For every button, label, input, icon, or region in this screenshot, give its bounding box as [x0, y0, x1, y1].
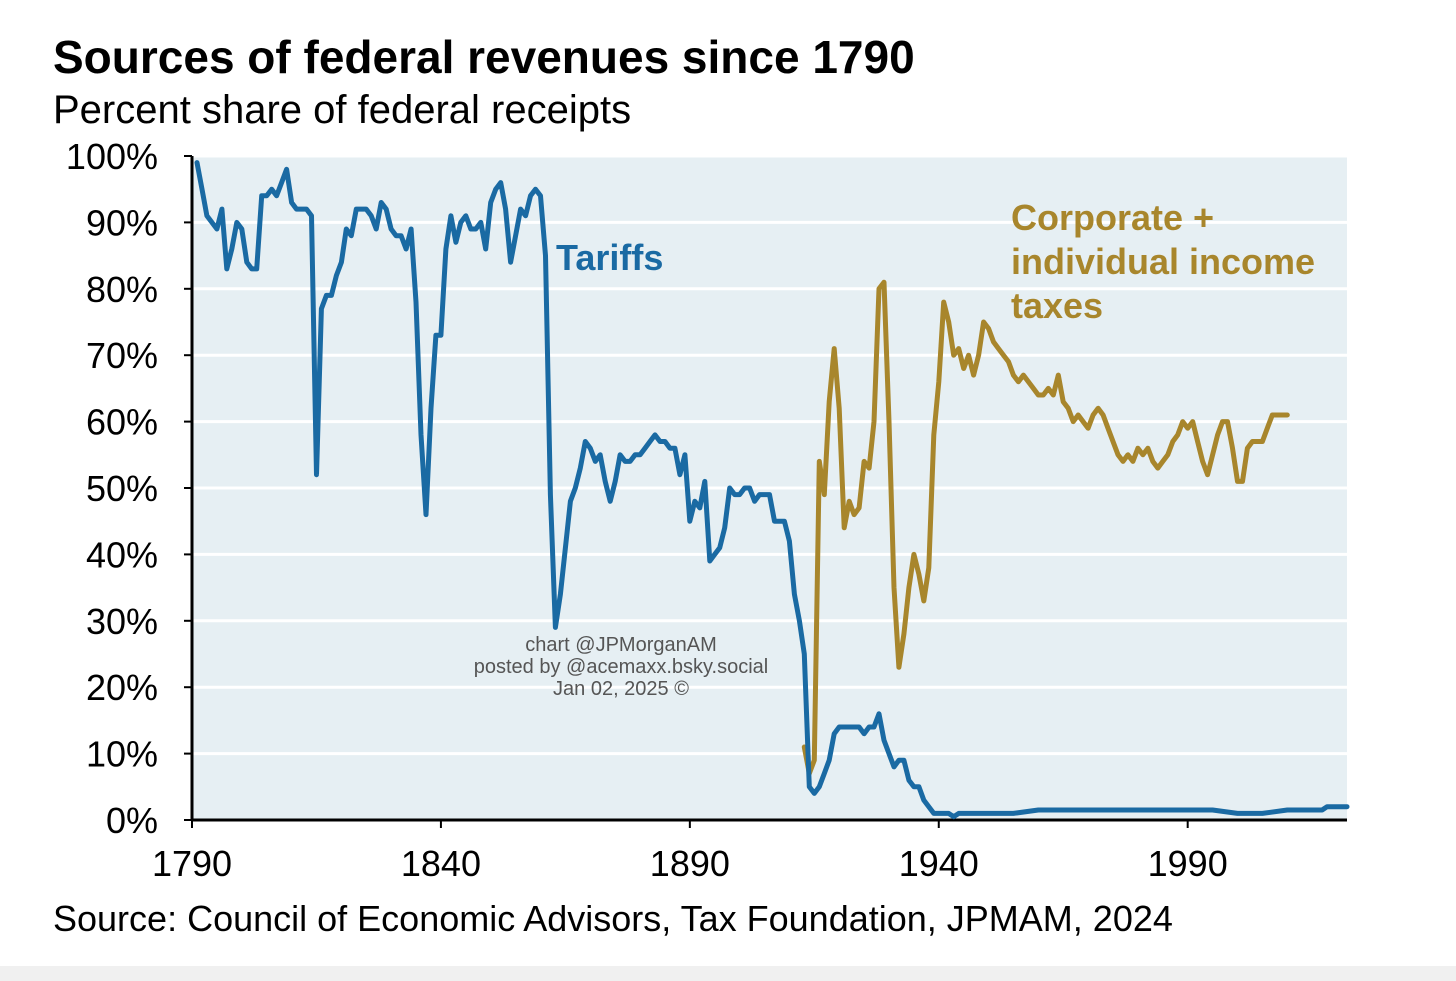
y-tick-label: 20%: [86, 667, 158, 708]
bottom-border: [0, 966, 1456, 981]
tariffs-series-line: [194, 160, 1350, 820]
watermark: chart @JPMorganAM posted by @acemaxx.bsk…: [474, 634, 769, 700]
x-tick-label: 1890: [650, 843, 730, 884]
watermark-line-3: Jan 02, 2025 ©: [553, 678, 689, 700]
x-tick-label: 1990: [1148, 843, 1228, 884]
y-tick-label: 100%: [66, 136, 158, 177]
income-taxes-series-label: Corporate +: [1011, 197, 1214, 238]
x-axis-tick-labels: 1790 1840 1890 1940 1990: [152, 843, 1228, 884]
y-tick-label: 10%: [86, 734, 158, 775]
y-tick-label: 70%: [86, 335, 158, 376]
series-lines: [194, 160, 1350, 820]
y-tick-label: 60%: [86, 402, 158, 443]
y-tick-label: 90%: [86, 202, 158, 243]
x-tick-label: 1840: [401, 843, 481, 884]
axes: [184, 155, 1347, 828]
watermark-line-2: posted by @acemaxx.bsky.social: [474, 656, 769, 678]
chart-subtitle: Percent share of federal receipts: [53, 88, 632, 132]
y-tick-label: 30%: [86, 601, 158, 642]
watermark-line-1: chart @JPMorganAM: [525, 634, 716, 656]
x-tick-label: 1790: [152, 843, 232, 884]
y-tick-label: 40%: [86, 534, 158, 575]
income-taxes-series-label: individual income: [1011, 241, 1315, 282]
chart-title: Sources of federal revenues since 1790: [53, 31, 915, 83]
y-tick-label: 80%: [86, 269, 158, 310]
tariffs-series-label: Tariffs: [556, 237, 663, 278]
income-taxes-series-label: taxes: [1011, 285, 1103, 326]
income-taxes-series-line: [801, 279, 1290, 776]
gridlines: [192, 154, 1347, 756]
y-axis-tick-labels: 0% 10% 20% 30% 40% 50% 60% 70% 80% 90% 100%: [66, 136, 158, 841]
x-tick-label: 1940: [899, 843, 979, 884]
line-chart: 0% 10% 20% 30% 40% 50% 60% 70% 80% 90% 100% 1790 18…: [66, 136, 1350, 884]
y-tick-label: 0%: [106, 800, 158, 841]
chart-source-note: Source: Council of Economic Advisors, Ta…: [53, 898, 1173, 939]
y-tick-label: 50%: [86, 468, 158, 509]
